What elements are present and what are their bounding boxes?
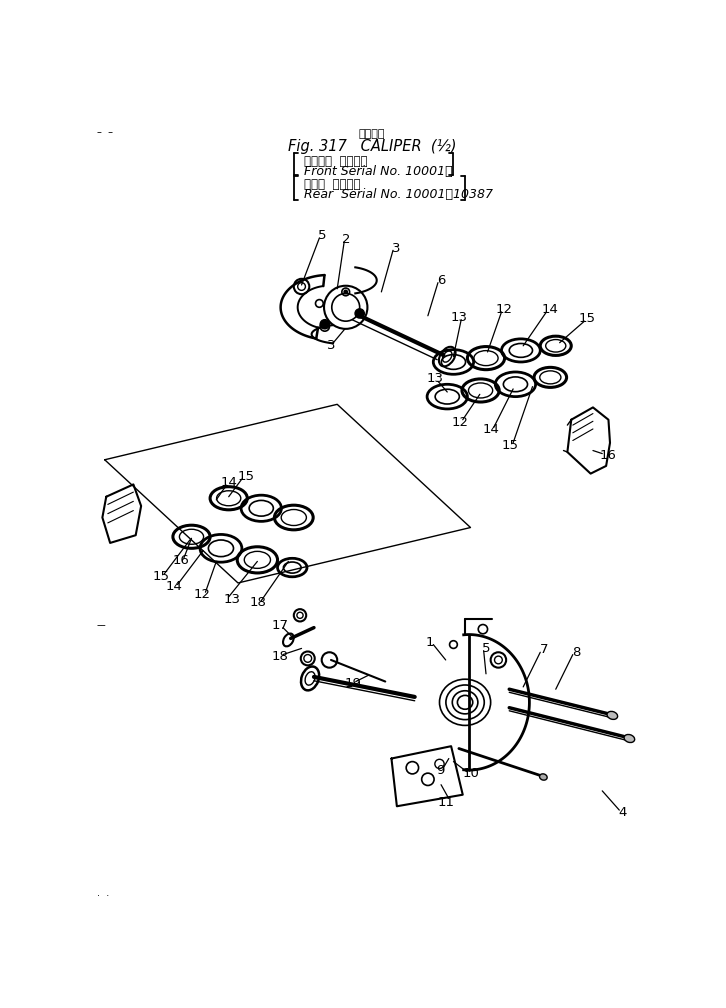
Text: ·  ·: · · — [97, 891, 109, 901]
Text: –  –: – – — [97, 127, 113, 137]
Text: 15: 15 — [579, 312, 596, 326]
Text: 9: 9 — [436, 764, 444, 776]
Text: 12: 12 — [194, 588, 211, 601]
Text: Fig. 317   CALIPER  (½): Fig. 317 CALIPER (½) — [287, 139, 457, 153]
Text: 14: 14 — [220, 477, 237, 489]
Text: 14: 14 — [482, 423, 499, 436]
Text: 16: 16 — [600, 450, 617, 463]
Text: 6: 6 — [437, 274, 445, 287]
Text: 7: 7 — [540, 643, 548, 656]
Circle shape — [355, 308, 364, 319]
Circle shape — [344, 290, 347, 293]
Text: 12: 12 — [452, 415, 469, 428]
Text: 15: 15 — [502, 438, 518, 452]
Text: ––: –– — [97, 620, 107, 630]
Text: フロント  適用号機: フロント 適用号機 — [304, 155, 367, 168]
Text: 8: 8 — [573, 646, 581, 659]
Text: 15: 15 — [237, 470, 254, 483]
Circle shape — [320, 320, 330, 329]
Text: 3: 3 — [392, 242, 400, 254]
Text: 14: 14 — [541, 303, 558, 317]
Text: 2: 2 — [342, 233, 351, 246]
Text: 18: 18 — [272, 650, 288, 663]
Text: 17: 17 — [272, 619, 288, 632]
Text: リヤー  適用号機: リヤー 適用号機 — [304, 178, 360, 191]
Text: Rear  Serial No. 10001～10387: Rear Serial No. 10001～10387 — [304, 187, 493, 201]
Text: 4: 4 — [619, 806, 627, 818]
Text: 1: 1 — [426, 636, 434, 649]
Text: 5: 5 — [482, 642, 490, 655]
Text: 15: 15 — [152, 570, 170, 583]
Ellipse shape — [624, 735, 635, 743]
Circle shape — [323, 325, 327, 328]
Text: 13: 13 — [224, 593, 240, 606]
Text: 5: 5 — [317, 229, 326, 242]
Text: 16: 16 — [172, 554, 189, 568]
Text: 3: 3 — [327, 339, 335, 352]
Text: 10: 10 — [462, 767, 479, 780]
Text: 13: 13 — [426, 372, 444, 385]
Text: 13: 13 — [450, 310, 468, 324]
Ellipse shape — [607, 712, 618, 720]
Text: 18: 18 — [250, 597, 266, 610]
Text: 11: 11 — [438, 796, 455, 808]
Text: 12: 12 — [495, 303, 513, 317]
Text: 14: 14 — [166, 581, 183, 594]
Ellipse shape — [539, 774, 547, 780]
Text: キャリパ: キャリパ — [359, 129, 386, 139]
Text: Front Serial No. 10001～: Front Serial No. 10001～ — [304, 165, 452, 177]
Text: 19: 19 — [344, 677, 361, 690]
